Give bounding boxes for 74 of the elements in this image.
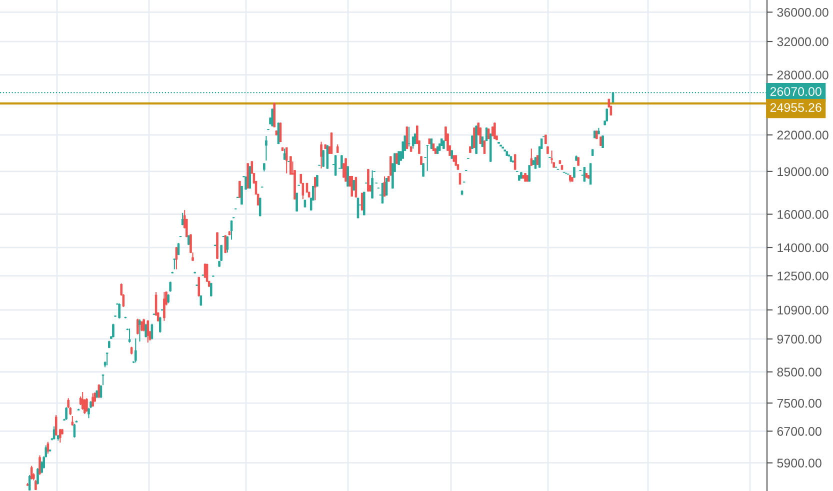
candlestick xyxy=(371,170,374,200)
candlestick xyxy=(150,323,154,340)
candlestick xyxy=(265,136,268,162)
candlestick xyxy=(30,465,33,480)
candlestick xyxy=(408,126,410,147)
candlestick xyxy=(98,384,100,399)
candlestick xyxy=(198,276,200,298)
y-tick-label: 9700.00 xyxy=(777,334,822,344)
candlestick xyxy=(271,108,274,127)
candlestick xyxy=(142,318,145,332)
candlestick xyxy=(550,150,553,164)
candlestick xyxy=(285,146,288,174)
candlestick xyxy=(346,166,349,188)
candlestick xyxy=(536,154,539,166)
candlestick xyxy=(65,406,68,420)
candlestick xyxy=(86,398,88,412)
candlestick xyxy=(54,414,58,436)
candlestick xyxy=(396,152,398,164)
candlestick xyxy=(146,320,150,344)
candlestick xyxy=(230,220,233,240)
candlestick xyxy=(279,122,282,143)
ref-line-label: 24955.26 xyxy=(770,103,822,112)
candlestick xyxy=(606,108,608,122)
candlestick xyxy=(112,323,114,338)
candlestick xyxy=(38,454,41,476)
candlestick xyxy=(106,352,108,366)
candlestick xyxy=(412,136,414,150)
candlestick xyxy=(169,281,172,292)
candlestick xyxy=(92,392,94,408)
candlestick xyxy=(314,176,316,201)
candlestick xyxy=(320,141,322,169)
candlestick xyxy=(356,197,360,219)
candlestick xyxy=(118,302,120,320)
candlestick xyxy=(322,150,324,168)
y-tick-label: 32000.00 xyxy=(777,37,828,46)
ref-line-label: 26070.00 xyxy=(770,87,822,96)
candlestick xyxy=(483,140,486,154)
candlestick xyxy=(36,467,39,485)
y-tick-label: 22000.00 xyxy=(777,130,828,140)
candlestick xyxy=(138,318,141,342)
y-tick-label: 12500.00 xyxy=(778,272,828,280)
candlestick xyxy=(528,164,530,182)
candlestick xyxy=(94,392,96,403)
y-tick-label: 7500.00 xyxy=(777,398,822,408)
candlestick xyxy=(238,180,241,198)
candlestick xyxy=(494,122,496,140)
y-tick-label: 36000.00 xyxy=(777,8,828,17)
y-tick-label: 14000.00 xyxy=(778,243,828,252)
candlestick xyxy=(367,168,370,192)
candlestick xyxy=(534,156,537,170)
candlestick xyxy=(344,158,347,182)
candlestick xyxy=(422,162,424,178)
candlestick xyxy=(573,166,576,178)
candlestick xyxy=(277,122,280,145)
candlestick xyxy=(136,318,139,335)
y-tick-label: 19000.00 xyxy=(778,167,828,176)
y-tick-label: 6700.00 xyxy=(777,426,822,436)
y-tick-label: 16000.00 xyxy=(778,210,828,219)
candlestick xyxy=(128,328,131,344)
candlestick xyxy=(100,384,102,399)
candlestick xyxy=(144,323,147,338)
candlestick xyxy=(454,154,458,166)
candlestick xyxy=(273,102,276,128)
candlestick xyxy=(200,294,202,306)
candlestick xyxy=(340,154,343,170)
candlestick xyxy=(258,197,262,217)
y-tick-label: 10900.00 xyxy=(778,306,828,315)
y-tick-label: 8500.00 xyxy=(777,368,822,377)
candlestick xyxy=(210,282,212,298)
y-tick-label: 28000.00 xyxy=(777,70,828,80)
candlestick xyxy=(163,292,166,322)
candlestick xyxy=(134,338,137,363)
y-tick-label: 5900.00 xyxy=(777,458,822,468)
candlestick xyxy=(158,316,162,334)
